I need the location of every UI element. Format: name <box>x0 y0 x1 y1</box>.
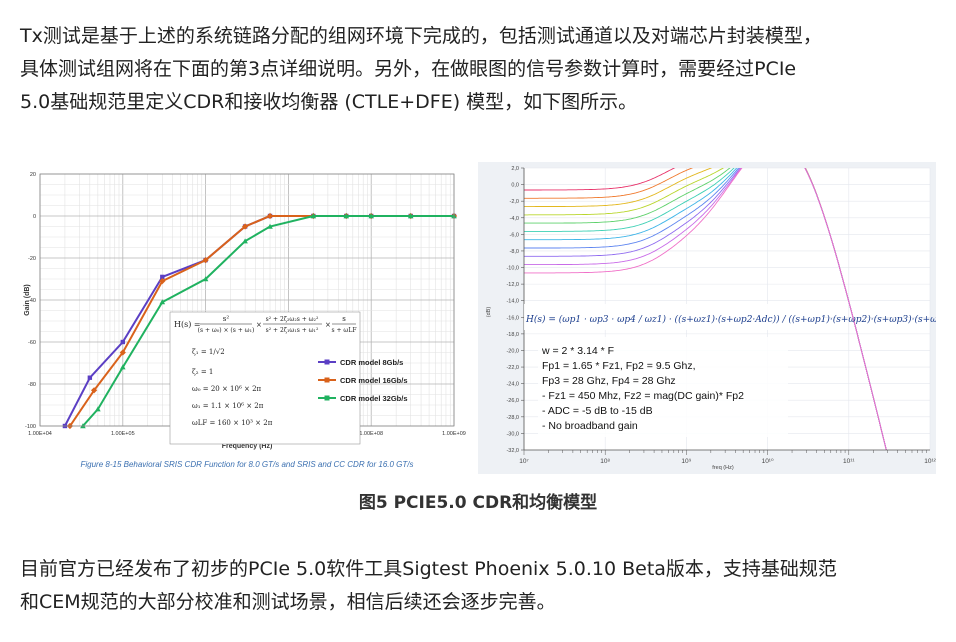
cdr-data-point <box>120 339 125 345</box>
cdr-y-tick: 20 <box>30 172 36 178</box>
ctle-y-tick: -16,0 <box>506 315 519 321</box>
ctle-x-tick: 10¹⁰ <box>762 458 774 465</box>
ctle-x-tick: 10¹¹ <box>843 458 855 465</box>
cdr-series-line <box>82 215 454 426</box>
ctle-y-tick: -6,0 <box>510 232 519 238</box>
cdr-zeta1: ζ₁ = 1/√2 <box>192 348 225 356</box>
ctle-y-tick: -2,0 <box>510 199 519 205</box>
ctle-x-axis-label: freq (Hz) <box>712 465 734 471</box>
cdr-legend-entry: CDR model 8Gb/s <box>340 358 403 367</box>
ctle-y-tick: -18,0 <box>506 332 519 338</box>
cdr-x-tick: 1.00E+09 <box>442 431 466 437</box>
cdr-data-point <box>120 364 126 370</box>
cdr-data-point <box>159 299 166 305</box>
cdr-data-point <box>95 406 101 412</box>
cdr-y-tick: 0 <box>33 214 36 220</box>
ctle-y-tick: -32,0 <box>506 448 519 454</box>
intro-paragraph: Tx测试是基于上述的系统链路分配的组网环境下完成的，包括测试通道以及对端芯片封装… <box>20 20 940 119</box>
ctle-series-line <box>524 168 887 450</box>
cdr-x-tick: 1.00E+05 <box>111 431 135 437</box>
ctle-y-tick: -28,0 <box>506 415 519 421</box>
cdr-legend: CDR model 8Gb/s CDR model 16Gb/s CDR model… <box>318 358 408 403</box>
cdr-y-tick: -20 <box>28 256 36 262</box>
cdr-omega0: ω₀ = 20 × 10⁶ × 2π <box>192 385 262 393</box>
svg-text:×: × <box>325 321 331 329</box>
cdr-formula-den1: (s + ω₀) × (s + ω₁) <box>198 327 255 334</box>
cdr-data-point <box>160 274 165 280</box>
ctle-param-line: w = 2 * 3.14 * F <box>541 345 614 357</box>
cdr-data-point <box>241 223 249 230</box>
cdr-zeta2: ζ₂ = 1 <box>192 368 213 376</box>
cdr-formula-num1: s² <box>223 315 230 323</box>
ctle-y-tick: -26,0 <box>506 398 519 404</box>
ctle-figure: 2,0 0,0 -2,0 -4,0 -6,0 -8,0 -10,0 -12,0 -14,0 -16… <box>478 162 956 474</box>
cdr-y-tick: -40 <box>28 298 36 304</box>
cdr-data-point <box>202 276 209 282</box>
cdr-legend-entry: CDR model 16Gb/s <box>340 376 408 385</box>
cdr-figure-caption: Figure 8-15 Behavioral SRIS CDR Function… <box>80 460 413 469</box>
cdr-omega-lf: ωLF = 160 × 10³ × 2π <box>192 419 273 427</box>
cdr-formula-lhs: H(s) = <box>174 320 201 329</box>
cdr-omega1: ω₁ = 1.1 × 10⁶ × 2π <box>192 402 264 410</box>
ctle-y-tick: -8,0 <box>510 249 519 255</box>
cdr-data-point <box>266 212 274 220</box>
ctle-param-line: - No broadband gain <box>542 420 638 432</box>
ctle-x-tick: 10⁸ <box>600 458 610 465</box>
cdr-legend-entry: CDR model 32Gb/s <box>340 394 408 403</box>
cdr-data-point <box>310 213 317 219</box>
ctle-formula-box: H(s) = (ωp1 · ωp3 · ωp4 / ωz1) · ((s+ωz1… <box>524 304 956 330</box>
cdr-gain-chart: 1.00E+041.00E+051.00E+061.00E+071.00E+08… <box>22 162 472 480</box>
cdr-y-axis-label: Gain (dB) <box>24 284 31 316</box>
ctle-y-tick: -20,0 <box>506 348 519 354</box>
ctle-y-tick: 0,0 <box>511 183 519 189</box>
intro-line-2: 具体测试组网将在下面的第3点详细说明。另外，在做眼图的信号参数计算时，需要经过P… <box>20 58 797 80</box>
cdr-data-point <box>407 213 414 219</box>
cdr-data-point <box>343 213 350 219</box>
cdr-formula-den3: s + ωLF <box>332 327 357 334</box>
ctle-param-line: - ADC = -5 dB to -15 dB <box>542 405 653 417</box>
closing-line-2: 和CEM规范的大部分校准和测试场景，相信后续还会逐步完善。 <box>20 591 556 613</box>
ctle-formula: H(s) = (ωp1 · ωp3 · ωp4 / ωz1) · ((s+ωz1… <box>525 314 936 325</box>
ctle-param-line: Fp1 = 1.65 * Fz1, Fp2 = 9.5 Ghz, <box>542 360 696 372</box>
ctle-x-tick: 10¹² <box>924 458 936 465</box>
ctle-y-tick: -24,0 <box>506 382 519 388</box>
cdr-y-tick: -60 <box>28 340 36 346</box>
closing-paragraph: 目前官方已经发布了初步的PCIe 5.0软件工具Sigtest Phoenix … <box>20 553 940 619</box>
cdr-gain-figure: 1.00E+041.00E+051.00E+061.00E+071.00E+08… <box>22 162 472 480</box>
ctle-y-tick: -30,0 <box>506 431 519 437</box>
cdr-data-point <box>119 349 126 356</box>
cdr-y-tick: -100 <box>25 424 36 430</box>
cdr-formula-num3: s <box>342 315 346 323</box>
closing-line-1: 目前官方已经发布了初步的PCIe 5.0软件工具Sigtest Phoenix … <box>20 558 837 580</box>
ctle-y-tick: -12,0 <box>506 282 519 288</box>
cdr-x-axis-label: Frequency (Hz) <box>222 443 273 450</box>
intro-line-1: Tx测试是基于上述的系统链路分配的组网环境下完成的，包括测试通道以及对端芯片封装… <box>20 25 822 47</box>
ctle-y-tick: -22,0 <box>506 365 519 371</box>
ctle-x-tick: 10⁷ <box>519 458 529 465</box>
cdr-formula-num2: s² + 2ζ₂ω₂s + ω₂² <box>266 316 319 323</box>
figure-caption: 图5 PCIE5.0 CDR和均衡模型 <box>358 493 598 513</box>
ctle-x-tick: 10⁹ <box>681 458 691 465</box>
cdr-data-point <box>242 238 248 244</box>
svg-text:×: × <box>256 321 262 329</box>
cdr-data-point <box>368 213 374 219</box>
cdr-y-tick: -80 <box>28 382 36 388</box>
intro-line-3: 5.0基础规范里定义CDR和接收均衡器 (CTLE+DFE) 模型，如下图所示。 <box>20 91 638 113</box>
cdr-data-point <box>87 375 93 380</box>
cdr-x-tick: 1.00E+04 <box>28 431 52 437</box>
ctle-y-tick: 2,0 <box>511 166 519 172</box>
cdr-data-point <box>267 223 273 229</box>
cdr-x-tick: 1.00E+08 <box>359 431 383 437</box>
cdr-formula-box: H(s) = s² (s + ω₀) × (s + ω₁) × s² + 2ζ₂… <box>169 311 408 445</box>
ctle-y-axis-label: (dB) <box>486 307 492 318</box>
ctle-gain-chart: 2,0 0,0 -2,0 -4,0 -6,0 -8,0 -10,0 -12,0 -14,0 -16… <box>478 162 956 474</box>
ctle-y-tick: -4,0 <box>510 216 519 222</box>
ctle-y-tick: -10,0 <box>506 266 519 272</box>
ctle-y-tick: -14,0 <box>506 299 519 305</box>
ctle-params: w = 2 * 3.14 * F Fp1 = 1.65 * Fz1, Fp2 = … <box>538 337 788 437</box>
cdr-formula-den2: s² + 2ζ₁ω₁s + ω₁² <box>266 327 319 334</box>
ctle-param-line: Fp3 = 28 Ghz, Fp4 = 28 Ghz <box>542 375 676 387</box>
ctle-param-line: - Fz1 = 450 Mhz, Fz2 = mag(DC gain)* Fp2 <box>542 390 744 402</box>
cdr-data-point <box>159 277 166 285</box>
